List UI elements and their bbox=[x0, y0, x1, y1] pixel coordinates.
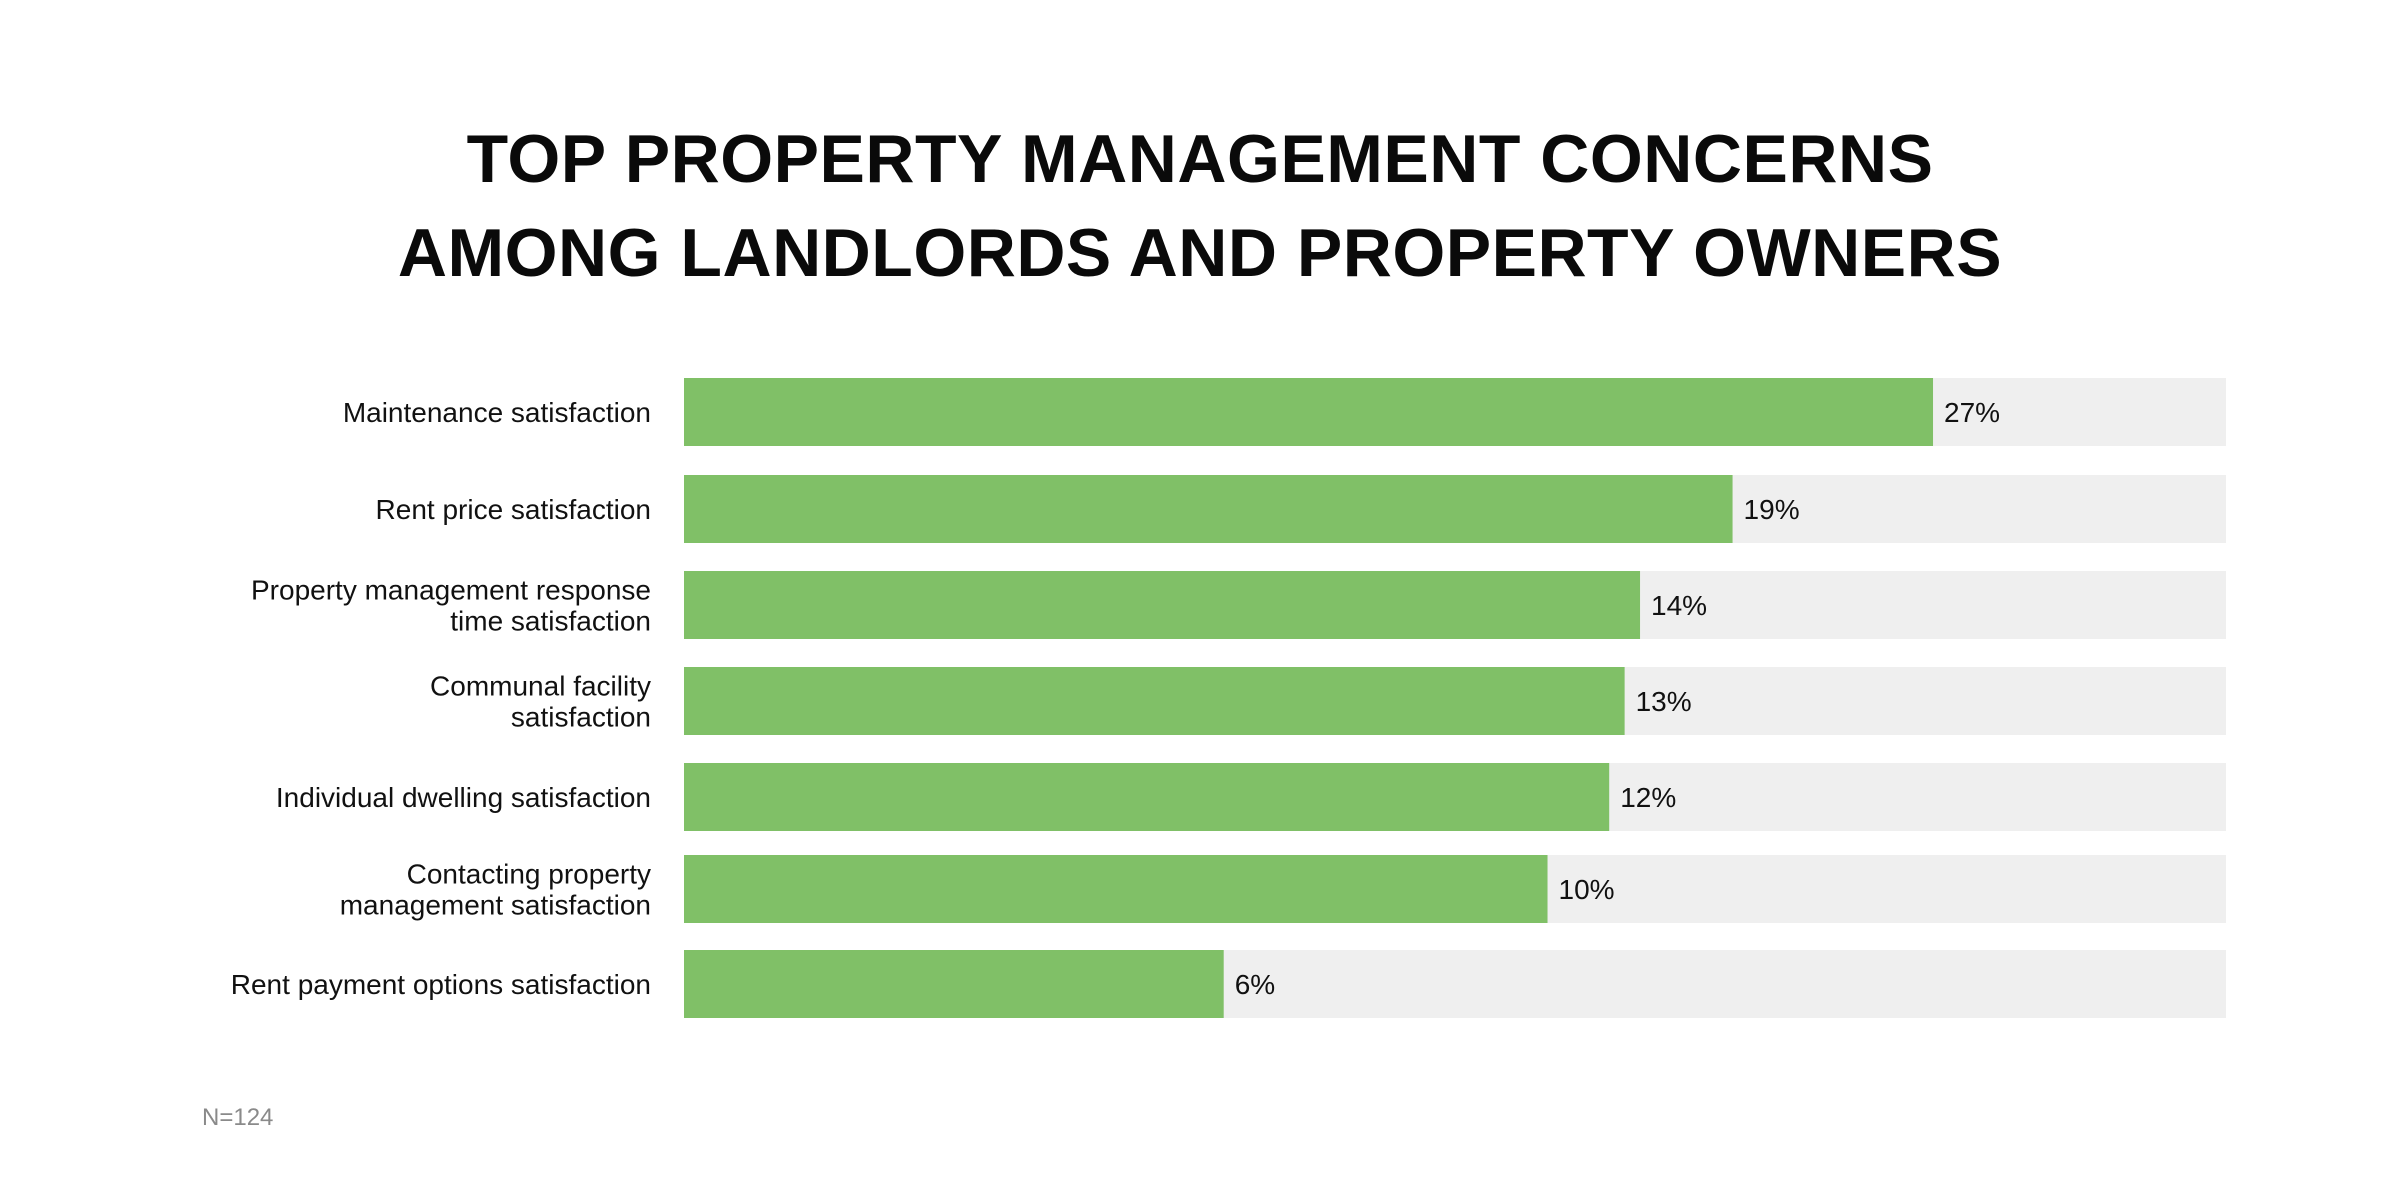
bar bbox=[684, 667, 1625, 735]
chart-title-line-2: AMONG LANDLORDS AND PROPERTY OWNERS bbox=[397, 215, 2003, 291]
data-label: 27% bbox=[1944, 397, 2000, 428]
category-label: Individual dwelling satisfaction bbox=[276, 782, 651, 813]
category-label: satisfaction bbox=[511, 702, 651, 733]
category-label: Maintenance satisfaction bbox=[343, 397, 651, 428]
data-label: 10% bbox=[1559, 874, 1615, 905]
category-label: Contacting property bbox=[407, 859, 651, 890]
category-label: Communal facility bbox=[430, 671, 651, 702]
chart-title: TOP PROPERTY MANAGEMENT CONCERNS AMONG L… bbox=[0, 112, 2400, 300]
bar bbox=[684, 950, 1224, 1018]
bar bbox=[684, 571, 1641, 639]
bar bbox=[684, 763, 1610, 831]
data-label: 14% bbox=[1651, 590, 1707, 621]
bar bbox=[684, 475, 1733, 543]
bar bbox=[684, 855, 1548, 923]
data-label: 19% bbox=[1744, 494, 1800, 525]
category-label: Property management response bbox=[251, 575, 651, 606]
data-label: 13% bbox=[1636, 686, 1692, 717]
category-label: Rent payment options satisfaction bbox=[231, 969, 651, 1000]
data-label: 6% bbox=[1235, 969, 1275, 1000]
chart-title-line-1: TOP PROPERTY MANAGEMENT CONCERNS bbox=[466, 121, 1934, 197]
bar bbox=[684, 378, 1934, 446]
sample-size-footnote: N=124 bbox=[202, 1104, 274, 1131]
category-label: Rent price satisfaction bbox=[376, 494, 651, 525]
category-label: time satisfaction bbox=[450, 606, 651, 637]
data-label: 12% bbox=[1620, 782, 1676, 813]
category-label: management satisfaction bbox=[340, 890, 651, 921]
